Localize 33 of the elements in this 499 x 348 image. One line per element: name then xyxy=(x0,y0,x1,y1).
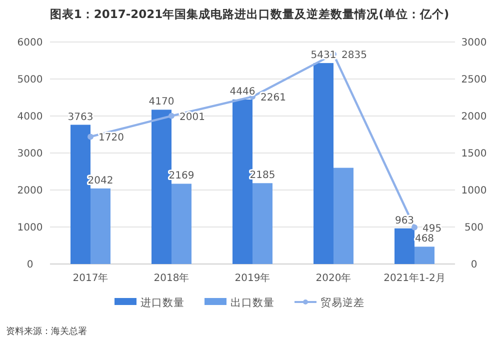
y2-tick-label: 1500 xyxy=(461,148,487,160)
data-label: 4446 xyxy=(230,86,256,98)
x-tick-label: 2018年 xyxy=(154,272,190,284)
x-tick-label: 2020年 xyxy=(316,272,352,284)
data-label: 2261 xyxy=(260,92,286,104)
y2-tick-label: 3000 xyxy=(461,38,487,48)
y-tick-label: 6000 xyxy=(17,38,43,48)
y2-tick-label: 0 xyxy=(470,260,478,270)
y-tick-label: 2000 xyxy=(17,186,43,196)
legend-label: 贸易逆差 xyxy=(320,296,364,309)
data-label: 2835 xyxy=(342,50,367,62)
x-tick-label: 2019年 xyxy=(234,272,270,284)
y2-tick-label: 2500 xyxy=(461,74,487,86)
text: 资料来源：海关总署 xyxy=(6,326,87,337)
data-label: 468 xyxy=(414,234,434,245)
y2-tick-label: 500 xyxy=(464,222,484,234)
data-label: 495 xyxy=(422,223,442,234)
y-tick-label: 4000 xyxy=(17,112,43,122)
y-tick-label: 1000 xyxy=(17,222,43,234)
y-tick-label: 3000 xyxy=(17,148,43,160)
x-tick-label: 2017年 xyxy=(72,272,108,284)
y-tick-label: 0 xyxy=(26,260,34,270)
legend-label: 出口数量 xyxy=(230,296,274,309)
y2-tick-label: 2000 xyxy=(461,112,487,122)
data-label: 3763 xyxy=(68,112,94,123)
y2-tick-label: 1000 xyxy=(461,186,487,196)
x-tick-label: 2021年1-2月 xyxy=(384,272,446,284)
legend-label: 进口数量 xyxy=(140,296,184,309)
data-label: 4170 xyxy=(148,96,174,108)
data-label: 1720 xyxy=(98,132,124,144)
y-tick-label: 5000 xyxy=(17,74,43,86)
title: 图表1：2017-2021年国集成电路进出口数量及逆差数量情况(单位：亿个) xyxy=(50,7,450,21)
data-label: 2001 xyxy=(180,112,205,123)
